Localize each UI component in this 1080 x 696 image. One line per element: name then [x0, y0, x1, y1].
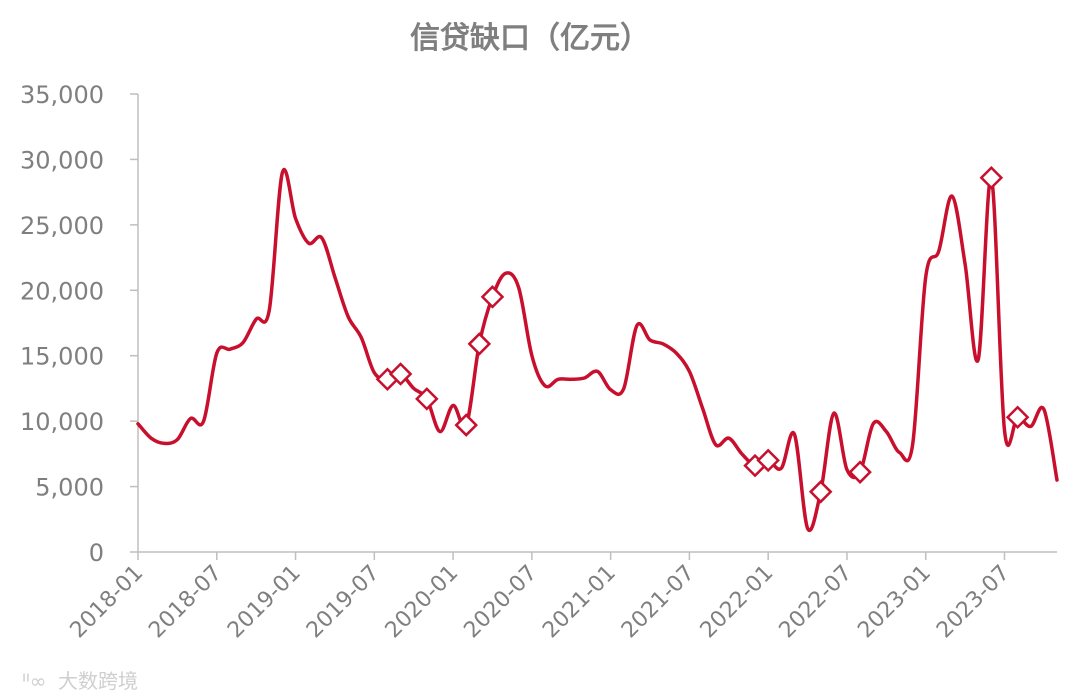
y-tick-label: 0 — [89, 539, 104, 567]
x-tick-label: 2018-01 — [66, 561, 149, 644]
y-tick-label: 35,000 — [20, 81, 104, 109]
x-tick-label: 2019-07 — [302, 561, 385, 644]
x-tick-label: 2021-01 — [538, 561, 621, 644]
y-tick-label: 5,000 — [35, 474, 104, 502]
x-tick-label: 2022-01 — [696, 561, 779, 644]
data-point-marker — [808, 480, 833, 504]
x-tick-label: 2020-01 — [381, 561, 464, 644]
data-point-marker — [467, 332, 492, 356]
data-point-marker — [979, 165, 1004, 190]
series-layer — [136, 165, 1059, 533]
x-tick-label: 2022-07 — [775, 561, 858, 644]
x-tick-label: 2023-01 — [853, 561, 936, 644]
x-tick-label: 2018-07 — [144, 561, 227, 644]
data-point-marker — [415, 387, 439, 411]
y-axis: 0 5,000 10,000 15,000 20,000 25,000 30,000 35,0… — [20, 81, 139, 567]
x-axis: 2018-012018-072019-012019-072020-012020-… — [66, 551, 1057, 644]
watermark-text: 大数跨境 — [58, 669, 138, 693]
x-tick-label: 2021-07 — [617, 561, 700, 644]
y-tick-label: 15,000 — [20, 343, 104, 371]
data-point-marker — [454, 413, 478, 437]
y-tick-label: 30,000 — [20, 146, 104, 174]
chart-title: 信贷缺口（亿元） — [410, 21, 650, 56]
data-point-marker — [848, 460, 872, 484]
y-tick-label: 20,000 — [20, 277, 104, 305]
data-point-marker — [388, 362, 413, 386]
series-line — [136, 167, 1059, 533]
x-tick-label: 2020-07 — [459, 561, 542, 644]
y-tick-label: 10,000 — [20, 408, 104, 436]
data-point-marker — [756, 448, 780, 473]
watermark-logo-icon: ᐦ∞ — [22, 669, 46, 693]
x-tick-label: 2023-07 — [932, 561, 1015, 644]
data-point-marker — [1005, 405, 1030, 429]
data-point-marker — [480, 285, 505, 309]
x-tick-label: 2019-01 — [223, 561, 306, 644]
watermark: ᐦ∞ 大数跨境 — [22, 669, 138, 693]
y-tick-label: 25,000 — [20, 212, 104, 240]
